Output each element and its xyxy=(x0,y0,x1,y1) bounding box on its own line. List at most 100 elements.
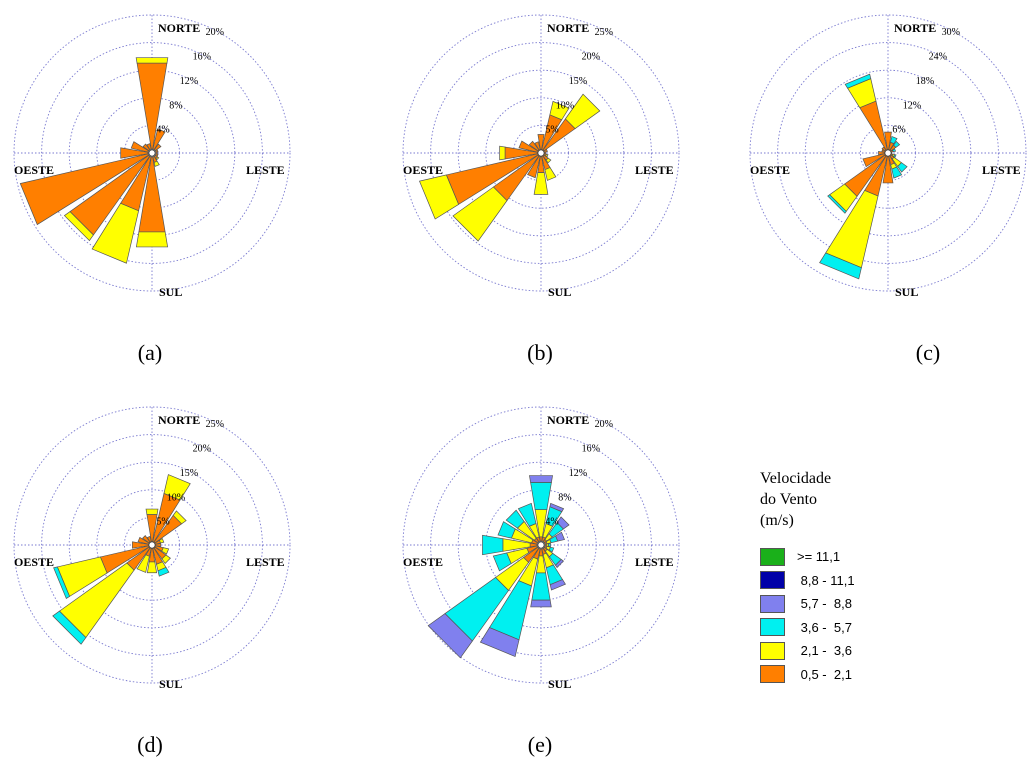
wind-wedge-s xyxy=(530,599,552,608)
wind-wedge-w xyxy=(499,145,506,161)
legend-swatch xyxy=(760,594,785,613)
legend-swatch xyxy=(760,665,785,684)
wind-rose: 4% 8% 12% 16% 20% NORTE SUL LESTE OESTE xyxy=(402,406,680,691)
wind-rose: 5% 10% 15% 20% 25% NORTE SUL LESTE OESTE xyxy=(13,406,291,691)
ring-label: 18% xyxy=(916,76,934,87)
wind-wedge-se xyxy=(554,558,564,568)
wind-wedge-nnw xyxy=(517,502,537,527)
panel-caption: (b) xyxy=(527,340,553,365)
ring-label: 25% xyxy=(595,27,613,38)
wind-wedge-sw xyxy=(63,211,94,242)
compass-label: OESTE xyxy=(403,163,443,177)
compass-label: NORTE xyxy=(547,413,589,427)
wind-wedge-ssw xyxy=(91,202,140,264)
ring-label: 20% xyxy=(595,419,613,430)
wind-wedge-s xyxy=(146,561,158,574)
wind-wedge-w xyxy=(482,534,504,556)
ring-label: 10% xyxy=(167,492,185,503)
ring-label: 12% xyxy=(180,76,198,87)
grid-ring xyxy=(777,42,999,264)
legend-label: 2,1 - 3,6 xyxy=(797,643,852,659)
legend-title-line: Velocidade xyxy=(760,470,832,487)
grid-ring xyxy=(749,14,1027,292)
wind-wedge-ssw xyxy=(479,627,520,658)
legend-title-line: do Vento xyxy=(760,491,818,508)
legend-item: 0,5 - 2,1 xyxy=(760,663,980,687)
compass-label: LESTE xyxy=(246,163,285,177)
compass-label: NORTE xyxy=(894,21,936,35)
panel-caption: (e) xyxy=(528,732,552,757)
panel-caption: (a) xyxy=(138,340,162,365)
compass-label: SUL xyxy=(159,285,182,299)
ring-label: 20% xyxy=(193,444,211,455)
grid-ring xyxy=(41,42,263,264)
wind-wedge-n xyxy=(529,475,553,483)
wind-wedge-nw xyxy=(505,509,525,529)
grid-ring xyxy=(430,434,652,656)
wind-rose: 4% 8% 12% 16% 20% NORTE SUL LESTE OESTE xyxy=(13,14,291,299)
wind-wedge-se xyxy=(161,554,171,564)
ring-label: 20% xyxy=(582,52,600,63)
wind-wedge-sse xyxy=(549,579,566,591)
grid-ring xyxy=(41,434,263,656)
wind-wedge-ssw xyxy=(819,252,862,280)
legend-label: 0,5 - 2,1 xyxy=(797,666,852,682)
legend: Velocidade do Vento (m/s) >= 11,1 8,8 - … xyxy=(760,468,980,686)
wind-wedge-s xyxy=(533,172,549,195)
legend-label: 8,8 - 11,1 xyxy=(797,572,855,588)
wind-wedge-wsw xyxy=(53,566,71,599)
legend-swatch xyxy=(760,641,785,660)
compass-label: SUL xyxy=(548,677,571,691)
legend-item: 2,1 - 3,6 xyxy=(760,639,980,663)
legend-label: 5,7 - 8,8 xyxy=(797,596,852,612)
compass-label: OESTE xyxy=(14,163,54,177)
wind-wedge-nnw xyxy=(844,73,872,89)
grid-ring xyxy=(402,14,680,292)
legend-title-line: (m/s) xyxy=(760,512,794,529)
wind-wedge-ene xyxy=(892,148,897,153)
compass-label: NORTE xyxy=(158,413,200,427)
calm-center xyxy=(537,149,545,157)
wind-wedge-ese xyxy=(893,154,897,158)
wind-wedge-e xyxy=(548,542,551,548)
legend-items: >= 11,1 8,8 - 11,1 5,7 - 8,8 3,6 - 5,7 2… xyxy=(760,545,980,686)
panel-caption: (d) xyxy=(137,732,163,757)
wind-wedge-ene xyxy=(555,531,566,542)
wind-wedge-nne xyxy=(890,135,898,145)
ring-label: 16% xyxy=(193,52,211,63)
wind-wedge-nne xyxy=(163,474,191,501)
legend-title: Velocidade do Vento (m/s) xyxy=(760,468,980,531)
wind-rose: 5% 10% 15% 20% 25% NORTE SUL LESTE OESTE xyxy=(402,14,680,299)
wind-wedge-ese xyxy=(161,547,170,555)
wind-wedge-ne xyxy=(172,510,187,525)
ring-label: 5% xyxy=(156,517,169,528)
legend-swatch xyxy=(760,571,785,590)
compass-label: LESTE xyxy=(246,555,285,569)
wind-wedge-sw xyxy=(52,610,87,645)
wind-wedge-se xyxy=(545,157,552,164)
ring-label: 6% xyxy=(892,125,905,136)
ring-label: 30% xyxy=(942,27,960,38)
wind-wedge-ssw xyxy=(136,554,150,573)
ring-label: 24% xyxy=(929,52,947,63)
wind-wedge-sw xyxy=(827,194,847,214)
calm-center xyxy=(537,541,545,549)
wind-wedge-nnw xyxy=(859,100,888,152)
wind-wedge-sse xyxy=(891,166,903,179)
compass-label: SUL xyxy=(895,285,918,299)
ring-label: 15% xyxy=(569,76,587,87)
wind-wedge-n xyxy=(145,508,159,515)
ring-label: 15% xyxy=(180,468,198,479)
ring-label: 12% xyxy=(569,468,587,479)
ring-label: 12% xyxy=(903,100,921,111)
ring-label: 4% xyxy=(545,517,558,528)
ring-label: 5% xyxy=(545,125,558,136)
compass-label: OESTE xyxy=(403,555,443,569)
wind-wedge-se xyxy=(155,156,160,161)
wind-wedge-se xyxy=(897,162,908,173)
calm-center xyxy=(884,149,892,157)
ring-label: 8% xyxy=(558,492,571,503)
ring-label: 20% xyxy=(206,27,224,38)
wind-wedge-ne xyxy=(893,140,901,148)
grid-ring xyxy=(13,14,291,292)
